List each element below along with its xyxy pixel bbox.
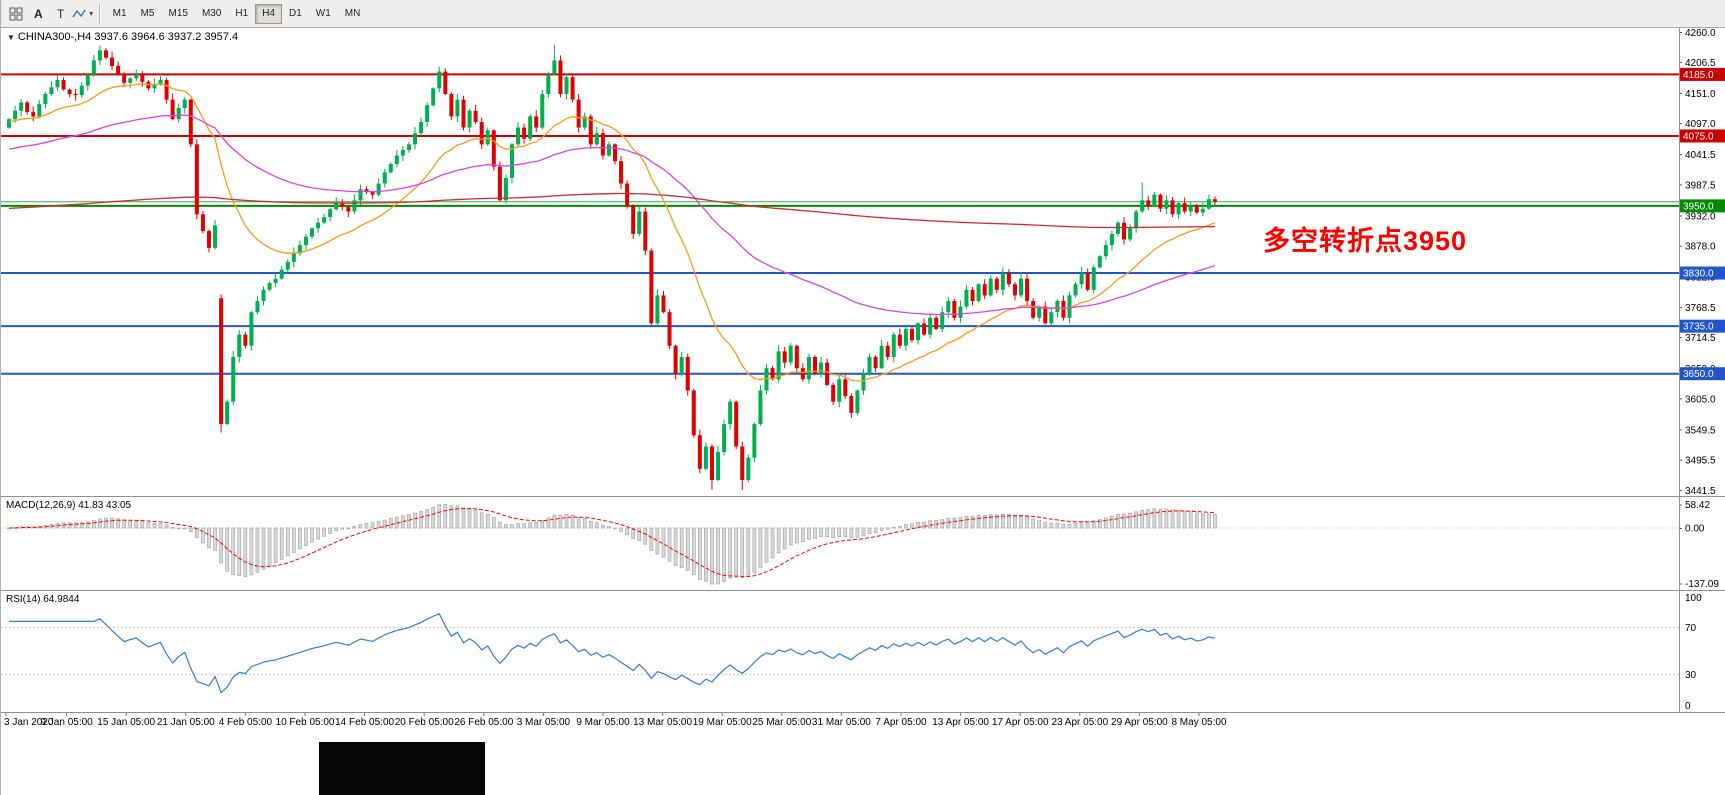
- time-axis-label: 17 Apr 05:00: [992, 717, 1049, 728]
- price-axis-label: 3714.5: [1685, 333, 1716, 344]
- price-axis-label: 3495.5: [1685, 456, 1716, 467]
- macd-axis-label: 58.42: [1685, 500, 1710, 511]
- time-axis-label: 10 Feb 05:00: [276, 717, 335, 728]
- text-label-tool-button[interactable]: T: [50, 4, 72, 24]
- price-tag-4075.0: [1680, 129, 1725, 143]
- caret-down-icon: ▾: [89, 9, 94, 18]
- macd-signal-line: [8, 508, 1215, 577]
- timeframe-toolbar: M1 M5 M15 M30 H1 H4 D1 W1 MN: [106, 3, 368, 24]
- text-tool-button[interactable]: A: [27, 4, 50, 24]
- timeframe-button-h1[interactable]: H1: [228, 4, 255, 24]
- candlestick-series: [7, 45, 1217, 491]
- timeframe-button-m1[interactable]: M1: [106, 4, 134, 24]
- chart-title: ▼ CHINA300-,H4 3937.6 3964.6 3937.2 3957.…: [7, 31, 238, 43]
- price-tag-3650.0: [1680, 367, 1725, 381]
- ma-slow-red-line: [8, 192, 1215, 229]
- panel-separators: [1, 28, 1725, 713]
- price-level-tags: 4185.0 4075.0 3950.0 3830.0 3735.0 3650.0: [1680, 67, 1725, 381]
- bottom-black-strip: [319, 742, 485, 795]
- time-axis-label: 13 Mar 05:00: [633, 717, 692, 728]
- time-axis-label: 25 Mar 05:00: [752, 717, 811, 728]
- rsi-axis-label: 0: [1685, 701, 1691, 712]
- rsi-panel: [1, 613, 1679, 694]
- svg-text:3950.0: 3950.0: [1683, 201, 1714, 212]
- price-tag-3950.0: [1680, 199, 1725, 213]
- svg-text:3650.0: 3650.0: [1683, 369, 1714, 380]
- timeframe-button-m5[interactable]: M5: [134, 4, 162, 24]
- price-annotation: 多空转折点3950: [1263, 226, 1468, 256]
- window-grid-icon[interactable]: [5, 4, 27, 24]
- time-axis-label: 26 Feb 05:00: [454, 717, 513, 728]
- time-axis-label: 14 Feb 05:00: [335, 717, 394, 728]
- chart-collapse-icon[interactable]: ▼: [7, 33, 15, 42]
- time-axis-label: 23 Apr 05:00: [1051, 717, 1108, 728]
- svg-text:4075.0: 4075.0: [1683, 131, 1714, 142]
- svg-text:3830.0: 3830.0: [1683, 269, 1714, 280]
- timeframe-button-w1[interactable]: W1: [309, 4, 338, 24]
- price-axis-label: 4097.0: [1685, 119, 1716, 130]
- time-axis-label: 9 Jan 05:00: [40, 717, 93, 728]
- timeframe-button-h4[interactable]: H4: [255, 3, 282, 24]
- time-axis-label: 15 Jan 05:00: [97, 717, 155, 728]
- price-axis-label: 4206.5: [1685, 58, 1716, 69]
- time-axis-label: 13 Apr 05:00: [932, 717, 989, 728]
- price-axis-label: 3987.5: [1685, 180, 1716, 191]
- macd-panel: [1, 504, 1679, 585]
- rsi-axis-label: 30: [1685, 670, 1697, 681]
- time-axis-label: 7 Apr 05:00: [875, 717, 927, 728]
- toolbar-separator: [98, 3, 101, 24]
- price-tag-4185.0: [1680, 67, 1725, 81]
- moving-average-lines: [8, 83, 1216, 382]
- objects-dropdown-icon[interactable]: ▾: [72, 4, 94, 24]
- time-axis-label: 19 Mar 05:00: [693, 717, 752, 728]
- svg-text:4185.0: 4185.0: [1683, 70, 1714, 81]
- rsi-axis-label: 70: [1685, 623, 1697, 634]
- price-axis-label: 3441.5: [1685, 486, 1716, 497]
- price-axis-label: 3549.5: [1685, 425, 1716, 436]
- time-axis-label: 8 May 05:00: [1171, 717, 1226, 728]
- time-axis-label: 3 Mar 05:00: [517, 717, 571, 728]
- ma-mid-magenta-line: [8, 114, 1216, 316]
- macd-label: MACD(12,26,9) 41.83 43.05: [6, 500, 132, 511]
- price-axis-label: 3768.5: [1685, 303, 1716, 314]
- price-axis-label: 3932.0: [1685, 211, 1716, 222]
- price-axis-label: 3605.0: [1685, 394, 1716, 405]
- price-tag-3830.0: [1680, 266, 1725, 280]
- price-axis-label: 4260.0: [1685, 28, 1716, 39]
- svg-text:3735.0: 3735.0: [1683, 322, 1714, 333]
- price-axis-label: 4151.0: [1685, 89, 1716, 100]
- time-axis-label: 21 Jan 05:00: [157, 717, 215, 728]
- timeframe-button-d1[interactable]: D1: [282, 4, 309, 24]
- time-axis-label: 4 Feb 05:00: [219, 717, 273, 728]
- time-axis-label: 31 Mar 05:00: [812, 717, 871, 728]
- time-axis-label: 29 Apr 05:00: [1111, 717, 1168, 728]
- rsi-line: [9, 613, 1216, 694]
- price-axis-label: 4041.5: [1685, 150, 1716, 161]
- macd-axis-label: 0.00: [1685, 523, 1705, 534]
- time-axis-label: 3 Jan 2020: [4, 717, 54, 728]
- toolbar: A T ▾ M1 M5 M15 M30 H1 H4 D1 W1 MN: [1, 0, 1725, 28]
- chart-title-text: CHINA300-,H4 3937.6 3964.6 3937.2 3957.4: [17, 31, 239, 43]
- price-tag-3735.0: [1680, 319, 1725, 333]
- timeframe-button-m15[interactable]: M15: [161, 4, 194, 24]
- time-axis-label: 9 Mar 05:00: [576, 717, 630, 728]
- rsi-label: RSI(14) 64.9844: [6, 594, 80, 605]
- macd-axis-label: -137.09: [1685, 579, 1719, 590]
- time-axis-label: 20 Feb 05:00: [395, 717, 454, 728]
- rsi-axis-label: 100: [1685, 593, 1702, 604]
- price-axis-label: 3878.0: [1685, 242, 1716, 253]
- timeframe-button-m30[interactable]: M30: [195, 4, 228, 24]
- timeframe-button-mn[interactable]: MN: [338, 4, 368, 24]
